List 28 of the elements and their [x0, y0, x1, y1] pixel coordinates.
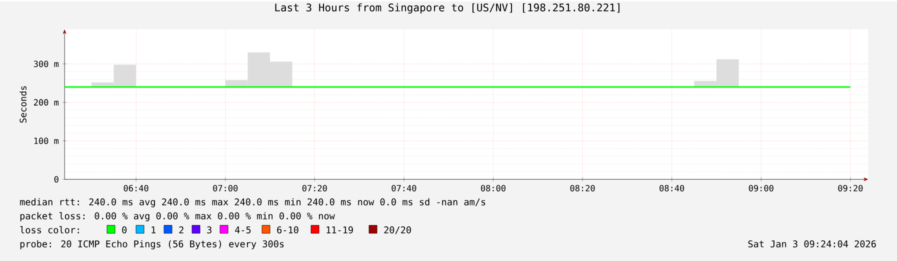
- chart-title: Last 3 Hours from Singapore to [US/NV] [198.251.80.221]: [275, 3, 620, 14]
- text: 2: [179, 226, 184, 234]
- x-tick-label: 08:20: [570, 184, 595, 192]
- y-tick-label: 200 m: [34, 99, 59, 106]
- x-tick-label: 06:40: [124, 184, 148, 192]
- x-tick-label: 09:00: [748, 184, 774, 192]
- x-tick-label: 07:20: [302, 184, 327, 192]
- text: 11-19: [326, 226, 353, 234]
- y-tick-label: 100 m: [34, 137, 59, 144]
- text: 0: [122, 226, 127, 234]
- text: packet loss: 0.00 % avg 0.00 % max 0.00 % min 0.00 % now: [20, 212, 335, 222]
- x-tick-label: 08:40: [660, 184, 684, 192]
- text: probe: 20 ICMP Echo Pings (56 Bytes) every 300s: [20, 240, 284, 250]
- x-tick-label: 09:20: [838, 184, 863, 192]
- text: 1: [152, 226, 156, 234]
- text: loss color:: [20, 226, 79, 234]
- y-tick-label: 300 m: [34, 60, 59, 67]
- text: 3: [207, 226, 212, 234]
- text: 4-5: [235, 226, 251, 234]
- x-tick-label: 08:00: [480, 184, 506, 192]
- text: 6-10: [277, 226, 298, 234]
- text: median rtt: 240.0 ms avg 240.0 ms max 240.0 ms min 240.0 ms now 0.0 ms sd -nan am/s: [20, 198, 486, 208]
- text: Sat Jan 3 09:24:04 2026: [748, 240, 876, 248]
- x-tick-label: 07:40: [392, 184, 416, 192]
- x-tick-label: 07:00: [213, 184, 238, 192]
- y-axis-title: Seconds: [20, 86, 26, 123]
- text: 20/20: [384, 226, 411, 234]
- y-tick-label: 0: [54, 176, 58, 182]
